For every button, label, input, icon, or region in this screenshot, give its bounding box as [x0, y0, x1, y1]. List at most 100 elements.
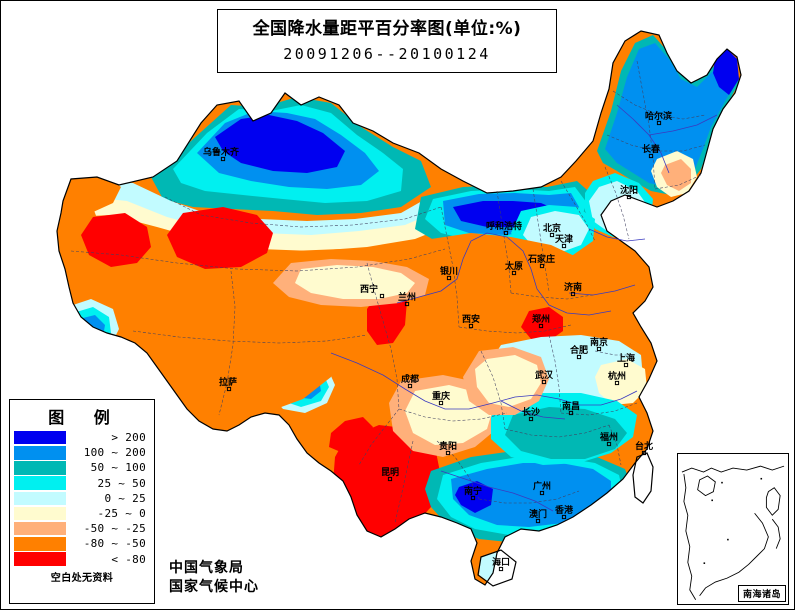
- city-marker: 南昌: [562, 400, 580, 416]
- city-dot: [538, 323, 544, 329]
- city-marker: 兰州: [398, 291, 416, 307]
- city-name-label: 北京: [543, 222, 561, 234]
- city-marker: 重庆: [432, 390, 450, 406]
- city-name-label: 西宁: [360, 283, 378, 295]
- city-marker: 哈尔滨: [645, 110, 672, 126]
- city-name-label: 拉萨: [219, 376, 237, 388]
- city-marker: 澳门: [529, 508, 547, 524]
- city-dot: [561, 514, 567, 520]
- legend-swatch: [14, 446, 66, 460]
- city-dot: [503, 230, 509, 236]
- city-marker: 沈阳: [620, 184, 638, 200]
- city-name-label: 上海: [617, 352, 635, 364]
- city-name-label: 重庆: [432, 390, 450, 402]
- legend-label: -80 ~ -50: [83, 537, 146, 551]
- city-marker: 南京: [590, 336, 608, 352]
- city-marker: 郑州: [532, 313, 550, 329]
- city-marker: 乌鲁木齐: [203, 146, 240, 162]
- city-name-label: 天津: [555, 233, 573, 245]
- city-name-label: 郑州: [532, 313, 550, 325]
- city-name-label: 澳门: [529, 508, 547, 520]
- city-name-label: 香港: [554, 504, 574, 516]
- city-dot: [656, 120, 662, 126]
- city-dot: [220, 156, 226, 162]
- legend-swatch: [14, 506, 66, 521]
- page-title: 全国降水量距平百分率图(单位:%): [252, 19, 522, 40]
- city-name-label: 乌鲁木齐: [203, 146, 240, 158]
- city-name-label: 贵阳: [439, 440, 457, 452]
- city-dot: [438, 400, 444, 406]
- city-marker: 长春: [642, 143, 661, 159]
- province-boundaries: [70, 60, 706, 524]
- legend-rows: > 200 100 ~ 200 50 ~ 100 25 ~ 50 0 ~ 25 -25 ~…: [10, 430, 154, 567]
- city-name-label: 海口: [492, 556, 510, 568]
- legend-swatch: [14, 476, 66, 490]
- legend-swatch: [14, 552, 66, 566]
- city-dot: [226, 386, 232, 392]
- legend-note: 空白处无资料: [50, 572, 114, 584]
- city-marker: 福州: [599, 431, 618, 447]
- city-marker: 西宁: [360, 283, 385, 299]
- legend-label: -25 ~ 0: [97, 507, 146, 521]
- city-marker: 天津: [555, 233, 573, 249]
- city-name-label: 南昌: [562, 400, 580, 412]
- legend-label: 25 ~ 50: [97, 476, 146, 490]
- city-dot: [511, 270, 517, 276]
- legend-row: 25 ~ 50: [10, 476, 154, 491]
- city-name-label: 杭州: [608, 370, 626, 382]
- city-marker: 太原: [504, 260, 523, 276]
- city-dot: [539, 263, 545, 269]
- city-name-label: 太原: [504, 260, 523, 272]
- city-marker: 杭州: [608, 370, 626, 386]
- city-name-label: 武汉: [535, 369, 554, 381]
- legend-row: 100 ~ 200: [10, 445, 154, 460]
- city-marker: 广州: [533, 480, 551, 496]
- china-national-border: [56, 30, 742, 586]
- city-dot: [446, 275, 452, 281]
- city-dot: [648, 153, 654, 159]
- city-marker: 呼和浩特: [486, 220, 522, 236]
- city-marker: 成都: [401, 373, 419, 389]
- city-dot: [539, 490, 545, 496]
- legend-label: 0 ~ 25: [104, 491, 146, 505]
- city-name-label: 福州: [599, 431, 618, 443]
- city-name-label: 合肥: [570, 344, 588, 356]
- city-dot: [623, 362, 629, 368]
- city-name-label: 哈尔滨: [645, 110, 672, 122]
- city-marker: 贵阳: [439, 440, 457, 456]
- city-dot: [468, 323, 474, 329]
- city-dot: [541, 379, 547, 385]
- city-marker: 银川: [440, 265, 458, 281]
- legend-row: 50 ~ 100: [10, 460, 154, 475]
- city-marker: 武汉: [535, 369, 554, 385]
- legend-heading: 图 例: [48, 408, 122, 427]
- city-dot: [596, 346, 602, 352]
- city-dot: [387, 476, 393, 482]
- south-china-sea-inset: 南海诸岛: [677, 453, 789, 605]
- city-marker: 海口: [492, 556, 510, 572]
- rivers: [330, 104, 718, 512]
- city-dot: [576, 354, 582, 360]
- city-marker: 台北: [635, 440, 653, 456]
- date-range-label: 20091206--20100124: [283, 44, 491, 63]
- legend-row: > 200: [10, 430, 154, 445]
- credit-line-1: 中国气象局: [169, 560, 244, 576]
- city-name-label: 长沙: [522, 406, 540, 418]
- legend-swatch: [14, 461, 66, 475]
- legend-swatch: [14, 537, 66, 551]
- map-title-box: 全国降水量距平百分率图(单位:%) 20091206--20100124: [217, 9, 557, 73]
- city-marker: 济南: [564, 281, 582, 297]
- legend: 图 例 > 200 100 ~ 200 50 ~ 100 25 ~ 50 0 ~ 25 -…: [9, 399, 155, 604]
- legend-swatch: [14, 491, 66, 506]
- city-dot: [379, 293, 385, 299]
- hainan-island: [477, 549, 517, 587]
- city-dot: [568, 410, 574, 416]
- credit-line-2: 国家气候中心: [169, 578, 259, 595]
- city-dot: [561, 243, 567, 249]
- city-marker: 北京: [543, 222, 561, 238]
- city-dot: [606, 441, 612, 447]
- legend-swatch: [14, 521, 66, 536]
- city-marker: 合肥: [570, 344, 588, 360]
- inset-label: 南海诸岛: [737, 585, 786, 602]
